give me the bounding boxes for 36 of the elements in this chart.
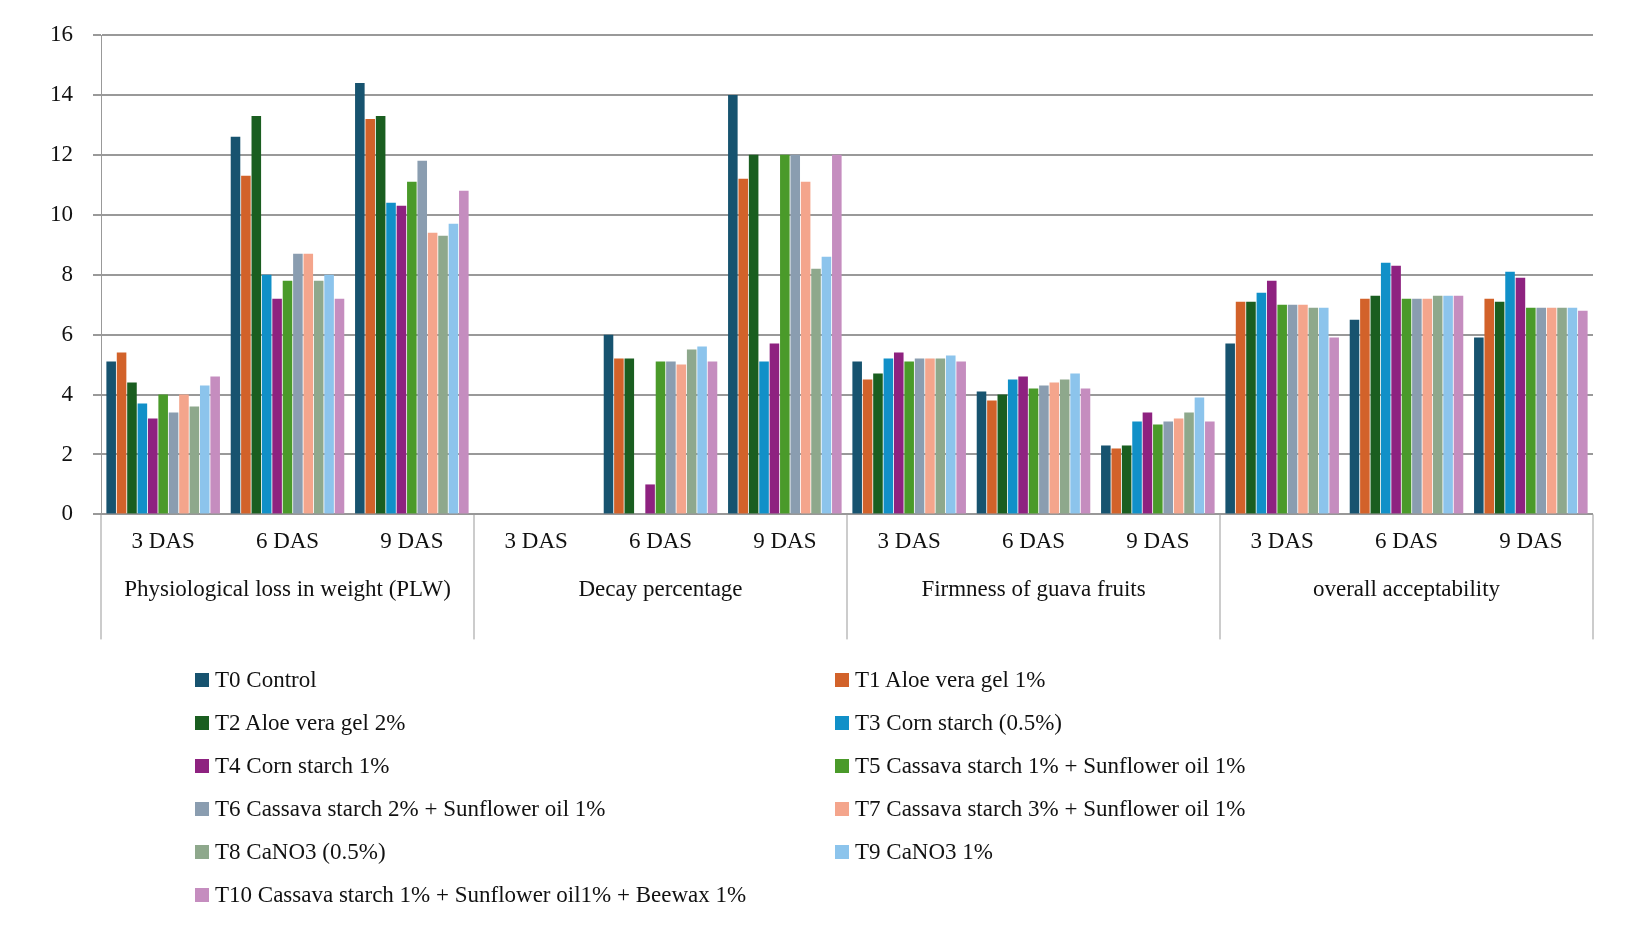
- y-tick-label: 0: [61, 500, 73, 526]
- text: Firmness of guava fruits: [921, 575, 1146, 601]
- x-tick-label: 9 DAS: [753, 528, 817, 554]
- x-tick-label: 6 DAS: [628, 528, 693, 554]
- legend-label: T9 CaNO3 1%: [855, 839, 993, 865]
- x-tick-label: 3 DAS: [877, 528, 941, 554]
- x-tick-label: 6 DAS: [1001, 528, 1066, 554]
- x-tick-label: 3 DAS: [131, 528, 195, 554]
- x-tick-label: 9 DAS: [380, 528, 444, 554]
- legend-label: T5 Cassava starch 1% + Sunflower oil 1%: [855, 753, 1246, 779]
- y-tick-label: 16: [50, 21, 73, 47]
- legend-label: T6 Cassava starch 2% + Sunflower oil 1%: [215, 796, 606, 822]
- text: overall acceptability: [1312, 575, 1501, 601]
- x-tick-label: 9 DAS: [1499, 528, 1563, 554]
- legend-label: T8 CaNO3 (0.5%): [215, 839, 386, 865]
- x-tick-label: 3 DAS: [504, 528, 568, 554]
- y-tick-label: 6: [61, 320, 73, 346]
- y-tick-label: 4: [61, 380, 74, 406]
- y-tick-label: 10: [50, 200, 73, 226]
- text: Physiological loss in weight (PLW): [124, 575, 451, 601]
- x-tick-label: 9 DAS: [1126, 528, 1190, 554]
- legend-label: T2 Aloe vera gel 2%: [215, 710, 406, 736]
- y-tick-label: 12: [50, 140, 73, 166]
- legend-label: T10 Cassava starch 1% + Sunflower oil1% + Beewax 1%: [215, 882, 747, 908]
- legend-label: T3 Corn starch (0.5%): [855, 710, 1062, 736]
- legend-label: T4 Corn starch 1%: [215, 753, 390, 779]
- legend-label: T0 Control: [215, 667, 317, 693]
- x-tick-label: 6 DAS: [1374, 528, 1439, 554]
- y-tick-label: 14: [50, 80, 74, 106]
- y-tick-label: 8: [61, 260, 73, 286]
- x-tick-label: 3 DAS: [1250, 528, 1314, 554]
- text: Decay percentage: [578, 575, 743, 601]
- legend-label: T7 Cassava starch 3% + Sunflower oil 1%: [855, 796, 1246, 822]
- x-tick-label: 6 DAS: [255, 528, 320, 554]
- y-tick-label: 2: [61, 440, 73, 466]
- legend-label: T1 Aloe vera gel 1%: [855, 667, 1046, 693]
